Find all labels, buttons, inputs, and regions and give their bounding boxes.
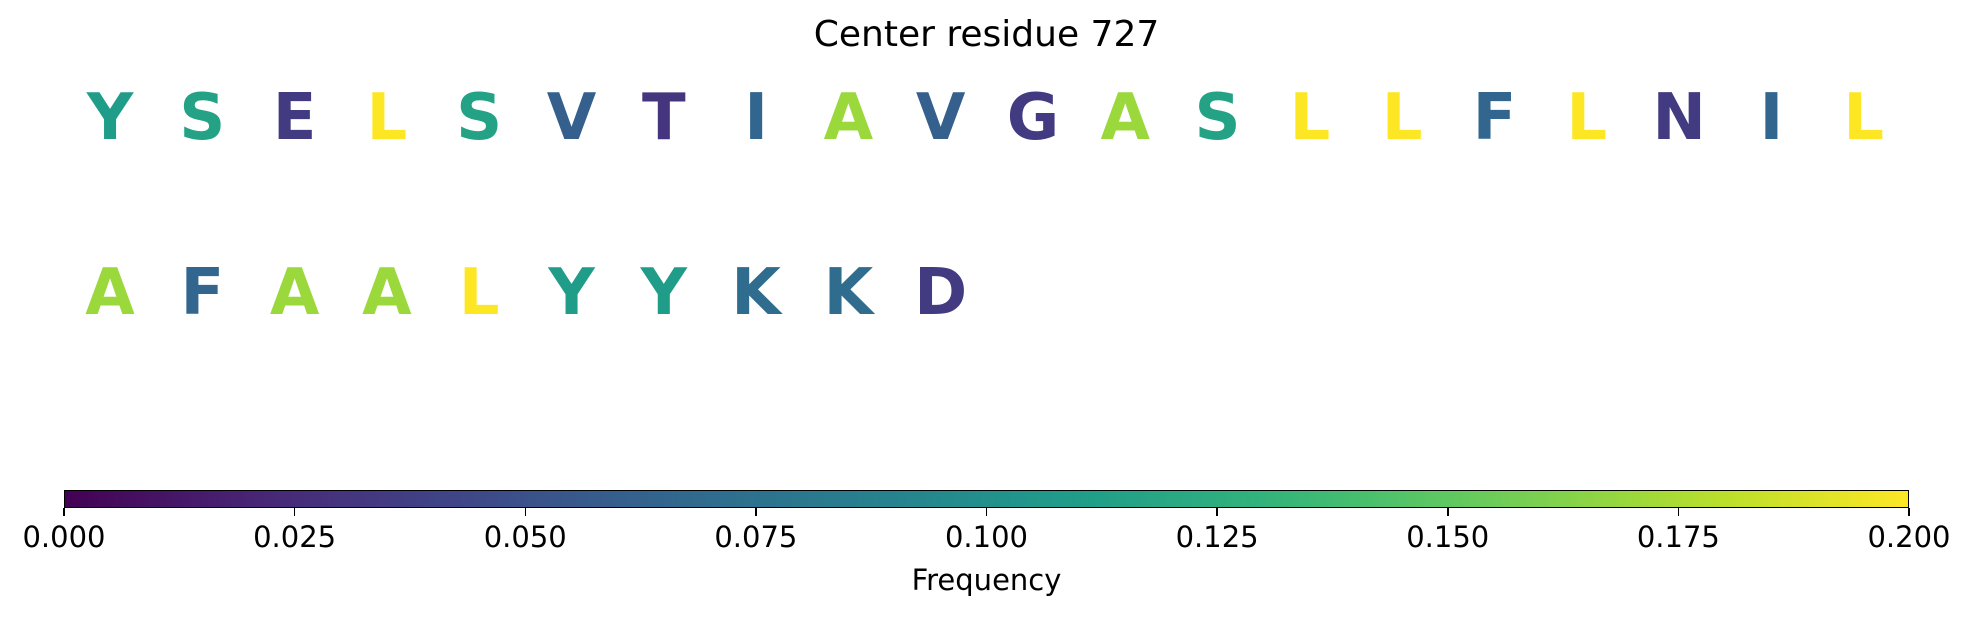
colorbar-tick-label: 0.200 xyxy=(1867,520,1951,554)
residue-letter: A xyxy=(1100,81,1151,155)
colorbar-tick-mark xyxy=(1216,508,1218,516)
colorbar-tick-mark xyxy=(985,508,988,516)
residue-letter: D xyxy=(914,256,968,330)
colorbar-tick-mark xyxy=(1677,508,1680,516)
residue-letter: A xyxy=(362,256,412,330)
colorbar-tick-mark xyxy=(1908,508,1910,516)
residue-letter: T xyxy=(641,81,686,155)
residue-letter: L xyxy=(1289,81,1331,155)
residue-letter: A xyxy=(269,256,320,330)
colorbar-tick-mark xyxy=(63,508,65,516)
residue-letter: F xyxy=(1472,81,1517,155)
residue-letter: L xyxy=(1381,81,1423,155)
residue-letter: Y xyxy=(548,256,595,330)
residue-letter: Y xyxy=(640,256,687,330)
residue-letter: S xyxy=(456,81,503,155)
residue-letter: L xyxy=(1566,81,1608,155)
residue-letter: L xyxy=(366,81,408,155)
colorbar-tick-mark xyxy=(293,508,296,516)
colorbar-tick-label: 0.000 xyxy=(22,520,106,554)
colorbar-tick-mark xyxy=(524,508,526,516)
residue-letter: L xyxy=(458,256,500,330)
residue-letter: I xyxy=(1759,81,1784,155)
residue-letter: I xyxy=(744,81,768,155)
colorbar-label: Frequency xyxy=(911,563,1062,597)
residue-letter: K xyxy=(823,256,874,330)
colorbar-tick-mark xyxy=(755,508,757,516)
residue-letter: S xyxy=(1194,81,1241,155)
residue-letter: E xyxy=(272,81,317,155)
residue-letter: G xyxy=(1006,81,1060,155)
colorbar-tick-label: 0.125 xyxy=(1175,520,1259,554)
colorbar-tick-label: 0.150 xyxy=(1406,520,1490,554)
colorbar-tick-label: 0.075 xyxy=(714,520,798,554)
residue-letter: A xyxy=(823,81,874,155)
residue-letter: Y xyxy=(86,81,134,155)
colorbar-tick-label: 0.025 xyxy=(253,520,337,554)
colorbar-tick-mark xyxy=(1447,508,1449,516)
residue-letter: A xyxy=(85,256,135,330)
colorbar-tick-label: 0.050 xyxy=(483,520,567,554)
colorbar-tick-label: 0.100 xyxy=(944,520,1029,554)
colorbar xyxy=(64,490,1909,508)
residue-letter: L xyxy=(1843,81,1885,155)
residue-letter: F xyxy=(180,256,225,330)
chart-title: Center residue 727 xyxy=(813,14,1160,55)
residue-letter: K xyxy=(731,256,781,330)
colorbar-tick-label: 0.175 xyxy=(1636,520,1720,554)
residue-letter: V xyxy=(915,81,966,155)
residue-letter: V xyxy=(546,81,597,155)
residue-letter: N xyxy=(1652,81,1706,155)
residue-letter: S xyxy=(179,81,226,155)
